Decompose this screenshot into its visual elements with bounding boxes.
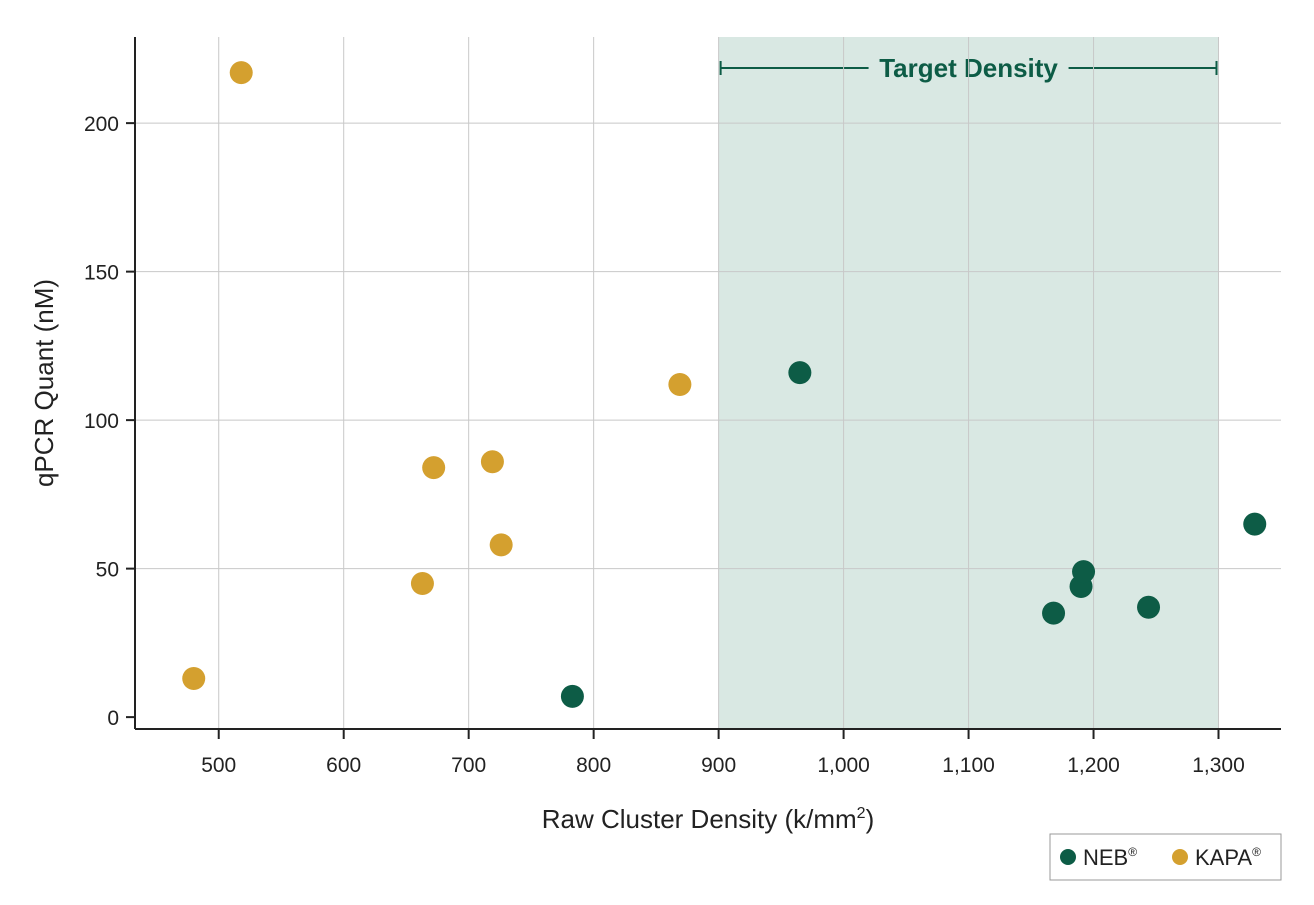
point-kapa <box>422 456 446 480</box>
points-layer <box>182 61 1267 708</box>
point-kapa <box>182 667 206 691</box>
x-tick-label: 1,000 <box>817 754 870 777</box>
point-neb <box>1243 512 1267 536</box>
legend-marker-neb <box>1060 849 1076 865</box>
y-tick-label: 200 <box>84 113 119 136</box>
x-tick-label: 500 <box>201 754 236 777</box>
x-axis-title-text: Raw Cluster Density (k/mm <box>542 804 857 834</box>
point-neb <box>788 361 812 385</box>
legend-marker-kapa <box>1172 849 1188 865</box>
legend-label-neb: NEB® <box>1083 845 1137 870</box>
y-tick-label: 0 <box>107 707 119 730</box>
y-tick-label: 50 <box>96 559 119 582</box>
x-tick-label: 900 <box>701 754 736 777</box>
x-axis-title-suffix: ) <box>866 804 875 834</box>
point-neb <box>1042 601 1066 625</box>
point-kapa <box>668 372 692 396</box>
legend-name: KAPA <box>1195 845 1252 870</box>
point-kapa <box>480 450 504 474</box>
x-tick-label: 700 <box>451 754 486 777</box>
x-tick-label: 1,200 <box>1067 754 1120 777</box>
x-tick-label: 800 <box>576 754 611 777</box>
point-kapa <box>410 571 434 595</box>
axes-layer: 500 600 700 800 900 1,000 1,100 1,200 1,300 0 50 10… <box>29 37 1281 834</box>
x-axis-title: Raw Cluster Density (k/mm2) <box>542 804 875 834</box>
legend-layer: NEB® KAPA® <box>1049 833 1282 881</box>
x-axis-title-superscript: 2 <box>857 805 866 822</box>
x-tick-label: 1,300 <box>1192 754 1245 777</box>
point-neb <box>1137 595 1161 619</box>
y-tick-label: 100 <box>84 410 119 433</box>
legend-label-kapa: KAPA® <box>1195 845 1261 870</box>
y-axis-title: qPCR Quant (nM) <box>29 279 59 487</box>
point-neb <box>560 684 584 708</box>
legend-registered-mark: ® <box>1128 845 1137 859</box>
point-kapa <box>489 533 513 557</box>
legend-box <box>1049 833 1282 881</box>
x-tick-label: 600 <box>326 754 361 777</box>
grid-layer <box>135 37 1281 729</box>
y-tick-label: 150 <box>84 262 119 285</box>
point-neb <box>1072 560 1096 584</box>
x-tick-label: 1,100 <box>942 754 995 777</box>
legend-registered-mark: ® <box>1252 845 1261 859</box>
legend-name: NEB <box>1083 845 1128 870</box>
point-kapa <box>229 61 253 85</box>
